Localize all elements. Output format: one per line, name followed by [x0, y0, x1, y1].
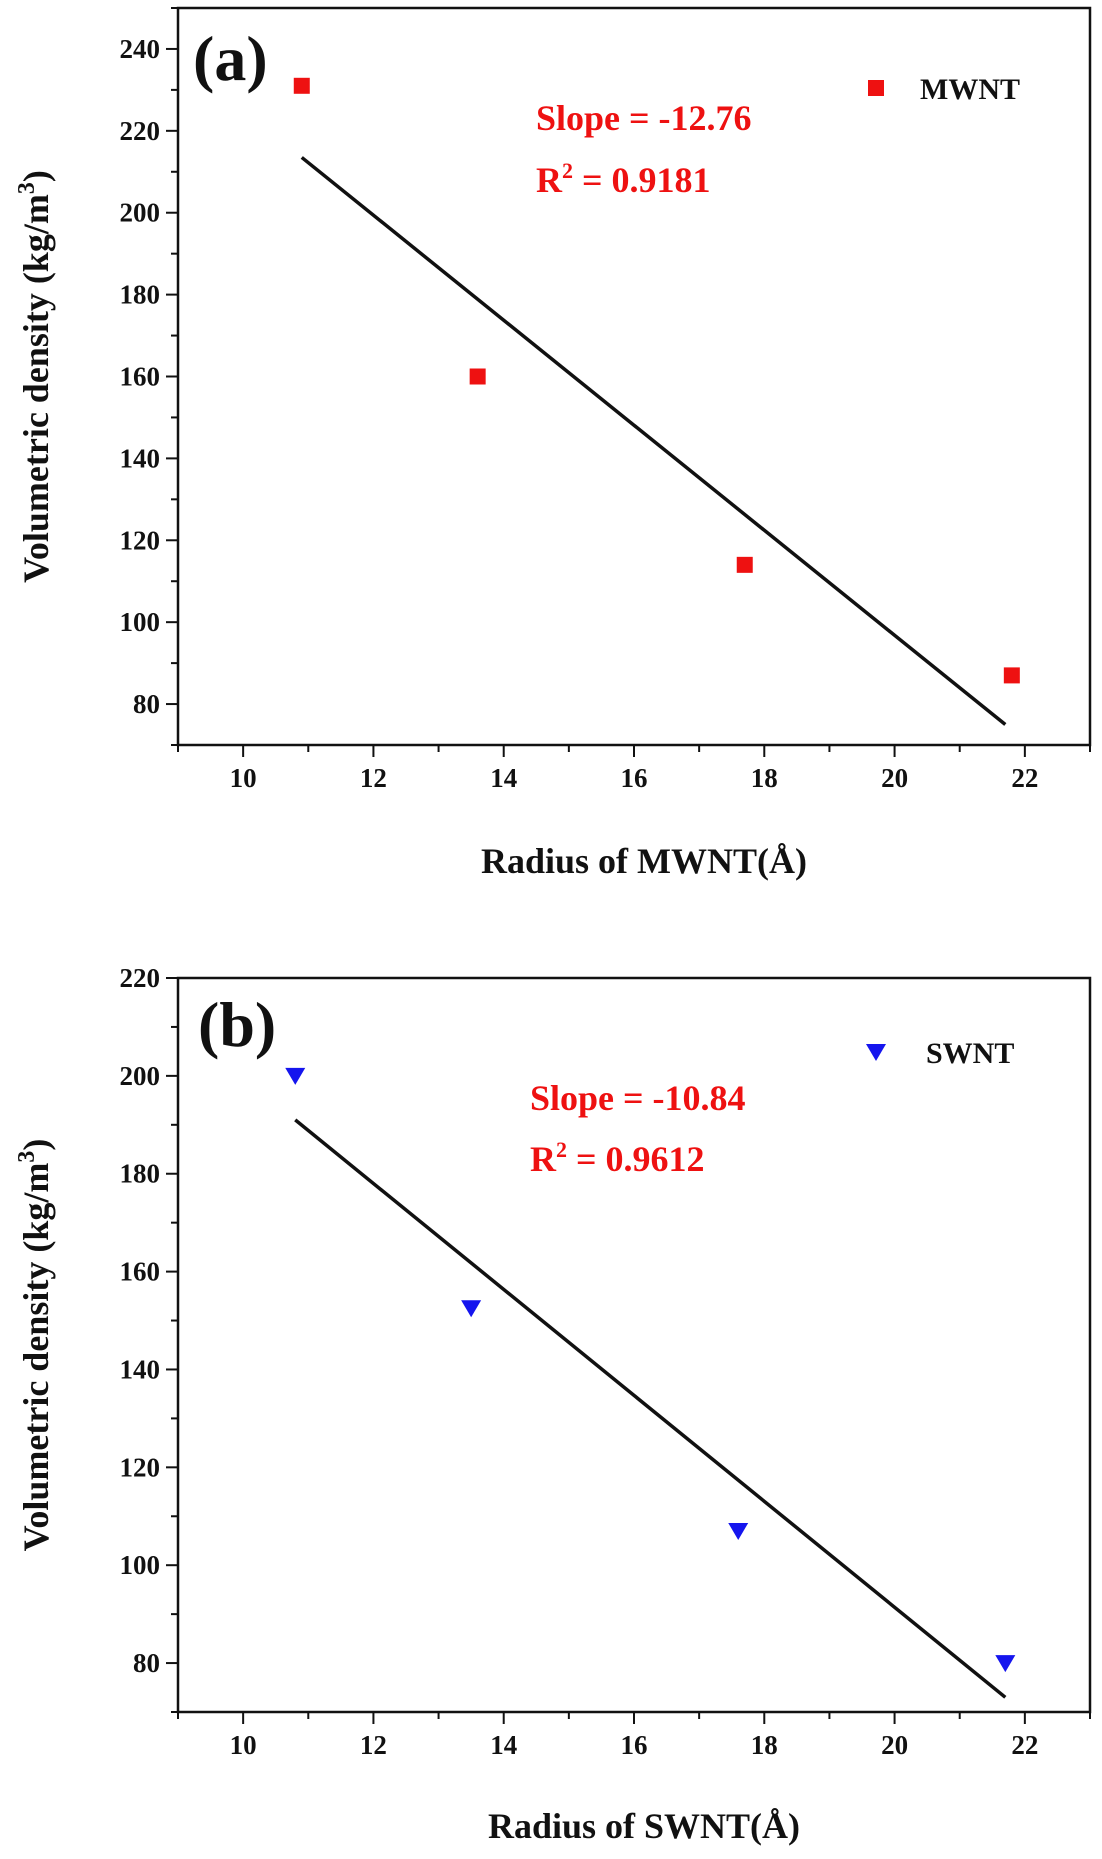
- x-tick-label: 16: [621, 763, 648, 793]
- y-tick-label: 200: [120, 198, 161, 228]
- x-tick-label: 22: [1011, 763, 1038, 793]
- legend-marker: [866, 1044, 886, 1061]
- y-tick-label: 80: [133, 1648, 160, 1678]
- x-tick-label: 20: [881, 763, 908, 793]
- y-tick-label: 220: [120, 963, 161, 993]
- fit-line: [294, 1118, 1007, 1699]
- y-tick-label: 200: [120, 1061, 161, 1091]
- data-point: [285, 1067, 306, 1085]
- legend-label: SWNT: [926, 1037, 1014, 1070]
- slope-annotation: Slope = -12.76: [536, 98, 752, 138]
- y-tick-label: 120: [120, 1452, 161, 1482]
- x-tick-label: 18: [751, 1730, 778, 1760]
- slope-annotation: Slope = -10.84: [530, 1078, 746, 1118]
- x-tick-label: 10: [230, 1730, 257, 1760]
- y-tick-label: 140: [120, 443, 161, 473]
- x-axis-title: Radius of SWNT(Å): [488, 1806, 800, 1846]
- y-tick-label: 140: [120, 1354, 161, 1384]
- panel-label: (b): [198, 989, 276, 1060]
- data-point: [736, 556, 753, 573]
- r-squared-annotation: R2 = 0.9612: [530, 1137, 705, 1179]
- x-tick-label: 22: [1011, 1730, 1038, 1760]
- x-tick-label: 14: [490, 1730, 517, 1760]
- x-tick-label: 20: [881, 1730, 908, 1760]
- chart-panel-b: 10 12 14 16 18 20 22 80 100 120 140 160 180 200 220 SWN…: [14, 963, 1092, 1846]
- y-tick-label: 180: [120, 1159, 161, 1189]
- data-point: [1003, 667, 1020, 684]
- r-squared-annotation: R2 = 0.9181: [536, 158, 711, 200]
- legend-label: MWNT: [920, 73, 1020, 106]
- x-tick-label: 10: [230, 763, 257, 793]
- x-axis-title: Radius of MWNT(Å): [481, 841, 807, 881]
- y-tick-label: 160: [120, 362, 161, 392]
- y-tick-label: 120: [120, 525, 161, 555]
- y-axis-title: Volumetric density (kg/m3): [14, 170, 56, 583]
- y-tick-label: 160: [120, 1257, 161, 1287]
- y-tick-label: 220: [120, 116, 161, 146]
- panel-label: (a): [193, 23, 268, 94]
- x-tick-label: 18: [751, 763, 778, 793]
- data-point: [461, 1300, 482, 1318]
- y-tick-label: 180: [120, 280, 161, 310]
- data-point: [995, 1655, 1016, 1673]
- x-tick-label: 12: [360, 1730, 387, 1760]
- y-tick-label: 100: [120, 1550, 161, 1580]
- y-tick-label: 100: [120, 607, 161, 637]
- data-point: [469, 368, 486, 385]
- fit-line: [300, 156, 1007, 726]
- chart-panel-a: 10 12 14 16 18 20 22 80 100 120 140 160 180 200 220 240…: [14, 6, 1092, 881]
- y-tick-label: 80: [133, 689, 160, 719]
- x-tick-label: 12: [360, 763, 387, 793]
- data-point: [293, 77, 310, 94]
- y-tick-label: 240: [120, 34, 161, 64]
- y-axis-title: Volumetric density (kg/m3): [14, 1139, 56, 1552]
- x-tick-label: 14: [490, 763, 517, 793]
- x-tick-label: 16: [621, 1730, 648, 1760]
- data-point: [728, 1522, 749, 1540]
- legend-marker: [868, 80, 884, 96]
